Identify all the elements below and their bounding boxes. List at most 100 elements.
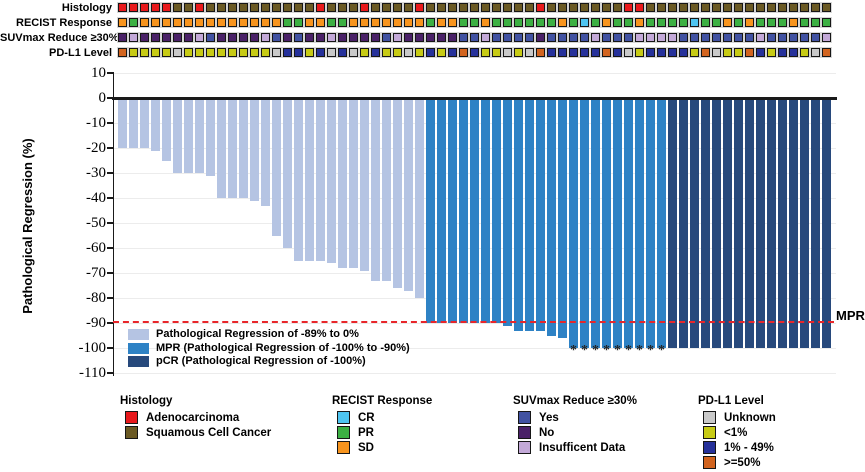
patient-bar (217, 100, 226, 198)
patient-bar (294, 100, 303, 261)
track-label-2: RECIST Response (16, 17, 112, 29)
y-tick-label: -70 (86, 265, 106, 281)
track-cell (360, 33, 369, 42)
patient-bar (558, 100, 567, 338)
track-cell (613, 48, 622, 57)
plot-legend-label: Pathological Regression of -89% to 0% (156, 328, 359, 340)
y-axis-title: Pathological Regression (%) (20, 138, 35, 314)
track-cell (393, 48, 402, 57)
patient-bar (129, 100, 138, 148)
track-cell (613, 33, 622, 42)
track-cell (690, 18, 699, 27)
track-cell (635, 48, 644, 57)
track-cell (437, 18, 446, 27)
y-tick-label: -20 (86, 140, 106, 156)
track-cell (646, 18, 655, 27)
track-cell (151, 48, 160, 57)
track-cell (580, 18, 589, 27)
track-cell (129, 3, 138, 12)
track-cell (250, 48, 259, 57)
track-cell (206, 48, 215, 57)
patient-bar (437, 100, 446, 323)
legend-swatch (518, 426, 531, 439)
track-cell (800, 33, 809, 42)
track-cell (789, 18, 798, 27)
legend-item-label: <1% (724, 427, 748, 439)
significance-asterisk: * (625, 343, 632, 358)
y-tick (107, 372, 113, 374)
track-cell (811, 48, 820, 57)
track-cell (503, 48, 512, 57)
track-cell (734, 18, 743, 27)
y-tick-label: -100 (78, 340, 107, 356)
track-cell (481, 48, 490, 57)
track-cell (690, 33, 699, 42)
track-cell (261, 3, 270, 12)
track-cell (272, 18, 281, 27)
track-cell (173, 48, 182, 57)
patient-bar (767, 100, 776, 348)
track-cell (822, 3, 831, 12)
track-cell (558, 18, 567, 27)
y-tick-label: 10 (91, 65, 106, 81)
legend-item-label: Unknown (724, 412, 776, 424)
track-cell (316, 3, 325, 12)
track-cell (272, 3, 281, 12)
track-cell (151, 3, 160, 12)
track-cell (118, 48, 127, 57)
patient-bar (591, 100, 600, 348)
track-cell (503, 18, 512, 27)
significance-asterisk: * (603, 343, 610, 358)
track-cell (437, 3, 446, 12)
track-cell (492, 33, 501, 42)
patient-bar (415, 100, 424, 298)
track-cell (393, 3, 402, 12)
track-cell (195, 33, 204, 42)
track-cell (635, 33, 644, 42)
patient-bar (525, 100, 534, 331)
patient-bar (646, 100, 655, 348)
y-tick (107, 147, 113, 149)
track-cell (283, 3, 292, 12)
track-cell (591, 18, 600, 27)
track-cell (679, 3, 688, 12)
track-cell (228, 18, 237, 27)
track-cell (305, 3, 314, 12)
track-cell (338, 3, 347, 12)
patient-bar (569, 100, 578, 348)
track-cell (580, 48, 589, 57)
patient-bar (338, 100, 347, 268)
track-cell (415, 18, 424, 27)
track-cell (591, 33, 600, 42)
track-cell (162, 33, 171, 42)
significance-asterisk: * (570, 343, 577, 358)
legend-swatch (125, 426, 138, 439)
track-cell (294, 18, 303, 27)
track-cell (459, 48, 468, 57)
track-cell (481, 33, 490, 42)
track-cell (162, 48, 171, 57)
track-cell (701, 18, 710, 27)
legend-item-label: PR (358, 427, 374, 439)
track-cell (382, 33, 391, 42)
legend-item-label: >=50% (724, 457, 761, 469)
track-cell (140, 18, 149, 27)
track-cell (767, 33, 776, 42)
legend-item-label: Adenocarcinoma (146, 412, 240, 424)
track-cell (756, 33, 765, 42)
y-tick-label: -50 (86, 215, 106, 231)
legend-group-title: PD-L1 Level (698, 395, 764, 407)
track-cell (525, 33, 534, 42)
track-cell (602, 48, 611, 57)
track-cell (822, 33, 831, 42)
track-cell (129, 18, 138, 27)
track-cell (206, 3, 215, 12)
track-cell (217, 18, 226, 27)
track-cell (569, 3, 578, 12)
track-cell (382, 48, 391, 57)
track-cell (811, 3, 820, 12)
track-cell (338, 18, 347, 27)
y-tick-label: -10 (86, 115, 106, 131)
track-cell (371, 18, 380, 27)
track-cell (261, 33, 270, 42)
